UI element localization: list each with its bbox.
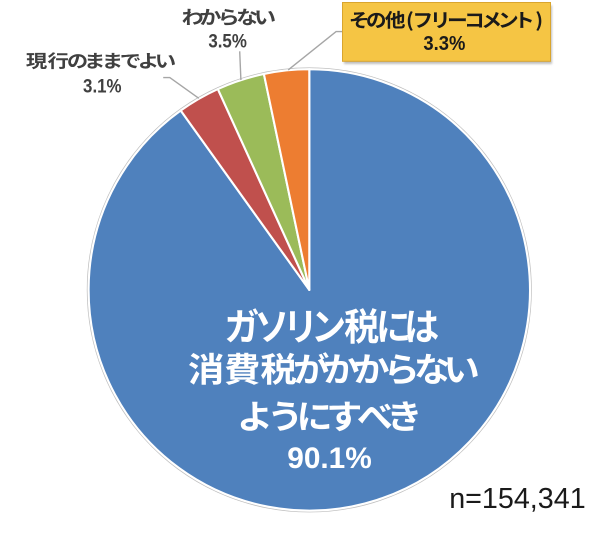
- svg-text:3.3%: 3.3%: [423, 33, 465, 55]
- svg-text:90.1%: 90.1%: [287, 442, 372, 475]
- svg-text:3.5%: 3.5%: [208, 32, 247, 53]
- svg-text:n=154,341: n=154,341: [449, 483, 586, 515]
- svg-text:3.1%: 3.1%: [83, 77, 122, 98]
